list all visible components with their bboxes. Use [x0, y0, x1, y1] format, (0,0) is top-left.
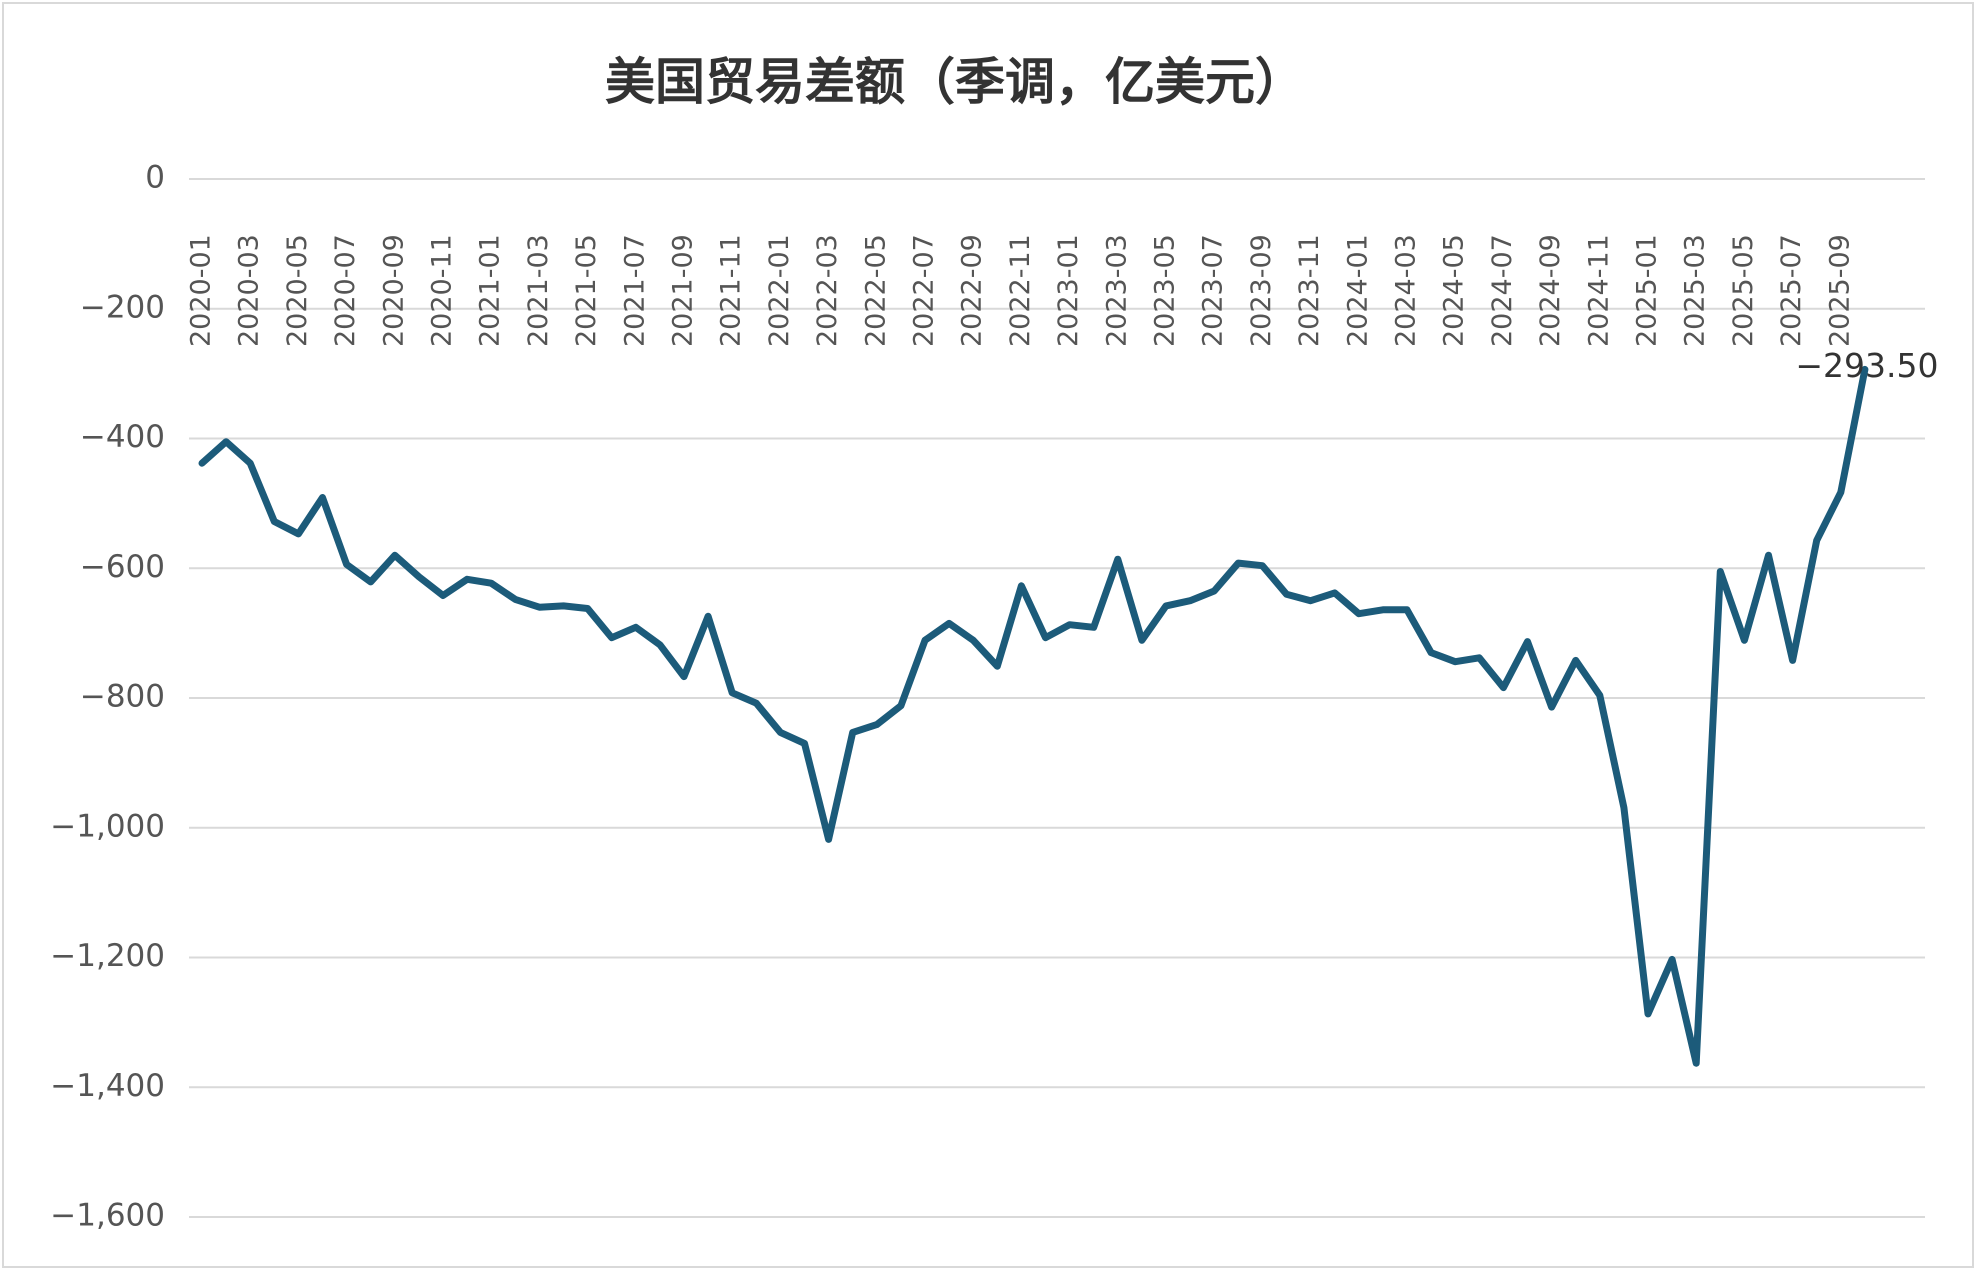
y-tick-label: −400: [80, 419, 165, 455]
x-tick-label: 2024-07: [1487, 234, 1518, 347]
x-tick-label: 2022-03: [812, 234, 843, 347]
x-tick-label: 2022-11: [1005, 234, 1036, 347]
x-tick-label: 2025-01: [1632, 234, 1663, 347]
y-tick-label: −1,600: [50, 1198, 165, 1234]
x-tick-label: 2025-05: [1728, 234, 1759, 347]
x-tick-label: 2022-07: [909, 234, 940, 347]
y-tick-label: −800: [80, 679, 165, 715]
y-tick-label: −1,000: [50, 808, 165, 844]
x-tick-label: 2021-11: [716, 234, 747, 347]
data-line: [198, 365, 1869, 1067]
y-tick-label: −200: [80, 289, 165, 325]
x-tick-label: 2021-07: [619, 234, 650, 347]
x-tick-label: 2024-03: [1391, 234, 1422, 347]
x-tick-label: 2024-05: [1439, 234, 1470, 347]
x-tick-label: 2020-03: [234, 234, 265, 347]
x-tick-label: 2023-05: [1150, 234, 1181, 347]
x-tick-label: 2024-01: [1342, 234, 1373, 347]
x-tick-label: 2020-01: [186, 234, 217, 347]
x-tick-label: 2020-11: [427, 234, 458, 347]
x-tick-label: 2024-09: [1535, 234, 1566, 347]
x-tick-label: 2023-01: [1053, 234, 1084, 347]
x-tick-label: 2021-05: [571, 234, 602, 347]
x-tick-label: 2020-05: [282, 234, 313, 347]
x-tick-label: 2025-09: [1824, 234, 1855, 347]
x-tick-label: 2023-11: [1294, 234, 1325, 347]
x-tick-label: 2021-01: [475, 234, 506, 347]
x-tick-label: 2021-09: [668, 234, 699, 347]
x-tick-label: 2020-07: [330, 234, 361, 347]
x-tick-label: 2024-11: [1583, 234, 1614, 347]
y-tick-label: −600: [80, 549, 165, 585]
x-tick-label: 2025-03: [1680, 234, 1711, 347]
y-tick-label: 0: [145, 160, 165, 196]
x-tick-label: 2023-07: [1198, 234, 1229, 347]
data-label: −293.50: [1795, 346, 1938, 385]
y-tick-label: −1,400: [50, 1068, 165, 1104]
x-tick-label: 2025-07: [1776, 234, 1807, 347]
x-tick-label: 2022-09: [957, 234, 988, 347]
x-tick-label: 2023-03: [1101, 234, 1132, 347]
x-tick-label: 2020-09: [378, 234, 409, 347]
x-tick-label: 2022-01: [764, 234, 795, 347]
x-tick-label: 2021-03: [523, 234, 554, 347]
chart-title: 美国贸易差额（季调，亿美元）: [605, 52, 1305, 111]
x-tick-label: 2023-09: [1246, 234, 1277, 347]
x-tick-label: 2022-05: [860, 234, 891, 347]
y-tick-label: −1,200: [50, 938, 165, 974]
